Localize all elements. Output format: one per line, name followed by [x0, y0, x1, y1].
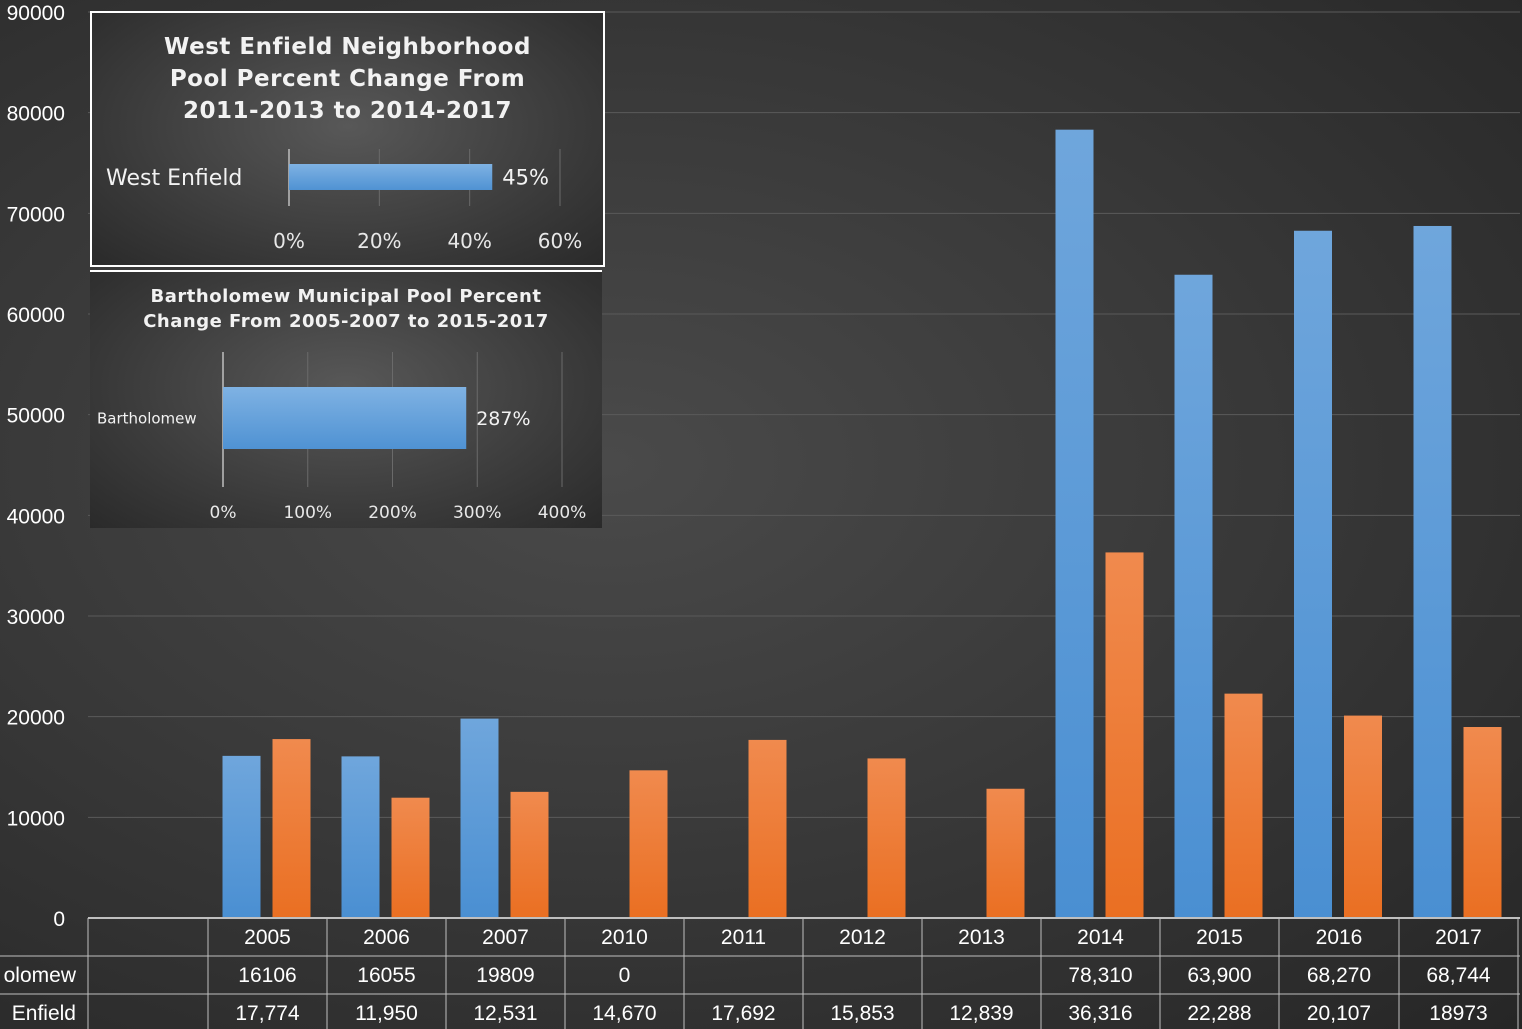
bar-bartholomew-2014 [1055, 129, 1094, 919]
data-table: 2005 2006 2007 2010 2011 2012 2013 2014 2015 2016… [0, 917, 1520, 1029]
inset-category-label: Bartholomew [97, 409, 197, 427]
table-cell: 36,316 [1068, 1002, 1132, 1025]
x-category-label: 2012 [839, 926, 886, 949]
table-cell: 11,950 [355, 1002, 418, 1025]
table-cell: 78,310 [1068, 964, 1132, 987]
bar-west-enfield-2010 [629, 770, 668, 918]
inset-x-tick-label: 60% [538, 229, 582, 253]
y-tick-label: 30000 [7, 606, 65, 629]
y-tick-label: 20000 [7, 707, 65, 730]
bar-bartholomew-2006 [341, 756, 380, 918]
inset-x-tick-label: 200% [368, 503, 417, 523]
bar-bartholomew-2016 [1294, 230, 1332, 919]
inset-value-label: 45% [502, 166, 549, 190]
y-tick-label: 50000 [7, 405, 65, 428]
table-cell: 17,774 [235, 1002, 300, 1025]
y-tick-label: 40000 [7, 505, 65, 528]
table-cell: 0 [619, 964, 631, 987]
inset-x-tick-label: 40% [447, 229, 491, 253]
bar-bartholomew-2005 [222, 755, 261, 918]
bar-west-enfield-2012 [867, 758, 906, 918]
y-tick-label: 70000 [7, 203, 65, 226]
table-cell: 68,270 [1307, 964, 1371, 987]
bar-west-enfield-2013 [986, 788, 1025, 918]
table-row-label: Enfield [12, 1002, 76, 1025]
y-tick-label: 0 [53, 908, 65, 931]
table-cell: 15,853 [830, 1002, 894, 1025]
table-cell: 20,107 [1307, 1002, 1371, 1025]
inset-x-tick-label: 20% [357, 229, 401, 253]
inset-x-tick-label: 0% [273, 229, 305, 253]
bar-bartholomew-2017 [1413, 225, 1452, 919]
table-row-label: olomew [4, 964, 77, 987]
x-category-label: 2006 [363, 926, 410, 949]
bars [222, 129, 1502, 919]
bar-west-enfield-2014 [1105, 552, 1144, 918]
x-category-label: 2014 [1077, 926, 1124, 949]
x-category-label: 2017 [1435, 926, 1482, 949]
table-cell: 17,692 [711, 1002, 775, 1025]
inset-category-label: West Enfield [106, 166, 242, 191]
west-enfield-chart-title: West Enfield Neighborhood Pool Percent C… [164, 34, 531, 124]
bar-west-enfield-2016 [1344, 715, 1382, 918]
inset-x-tick-label: 100% [283, 503, 332, 523]
inset-bar [289, 164, 493, 190]
table-cell: 22,288 [1187, 1002, 1251, 1025]
bar-west-enfield-2015 [1224, 693, 1263, 918]
x-category-label: 2015 [1196, 926, 1243, 949]
x-category-label: 2010 [601, 926, 648, 949]
x-category-label: 2011 [721, 926, 766, 949]
west-enfield-percent-change-chart: West Enfield Neighborhood Pool Percent C… [90, 11, 605, 267]
table-cell: 12,531 [473, 1002, 537, 1025]
table-cell: 68,744 [1426, 964, 1491, 987]
bar-bartholomew-2015 [1174, 274, 1213, 918]
x-category-label: 2013 [958, 926, 1005, 949]
bar-west-enfield-2017 [1463, 727, 1502, 918]
table-cell: 19809 [476, 964, 534, 987]
y-tick-label: 60000 [7, 304, 65, 327]
table-cell: 12,839 [949, 1002, 1013, 1025]
bar-west-enfield-2011 [748, 739, 787, 918]
x-category-label: 2016 [1316, 926, 1363, 949]
bar-bartholomew-2007 [460, 718, 499, 918]
inset-x-tick-label: 300% [453, 503, 502, 523]
table-cell: 16055 [357, 964, 415, 987]
x-category-label: 2005 [244, 926, 291, 949]
table-cell: 63,900 [1187, 964, 1251, 987]
x-category-label: 2007 [482, 926, 529, 949]
bar-west-enfield-2007 [510, 791, 549, 918]
inset-x-tick-label: 400% [538, 503, 587, 523]
inset-bar [223, 387, 467, 449]
table-cell: 16106 [238, 964, 296, 987]
bartholomew-percent-change-chart: Bartholomew Municipal Pool Percent Chang… [90, 270, 602, 528]
inset-value-label: 287% [476, 408, 530, 430]
table-cell: 18973 [1429, 1002, 1487, 1025]
y-tick-label: 80000 [7, 103, 65, 126]
y-tick-label: 90000 [7, 2, 65, 25]
y-axis-tick-labels: 0 10000 20000 30000 40000 50000 60000 70000 8000… [7, 2, 65, 931]
bartholomew-chart-title: Bartholomew Municipal Pool Percent Chang… [143, 286, 549, 332]
y-tick-label: 10000 [7, 807, 65, 830]
inset-x-tick-label: 0% [210, 503, 237, 523]
bar-west-enfield-2006 [391, 797, 430, 918]
table-cell: 14,670 [592, 1002, 656, 1025]
bar-west-enfield-2005 [272, 739, 311, 918]
